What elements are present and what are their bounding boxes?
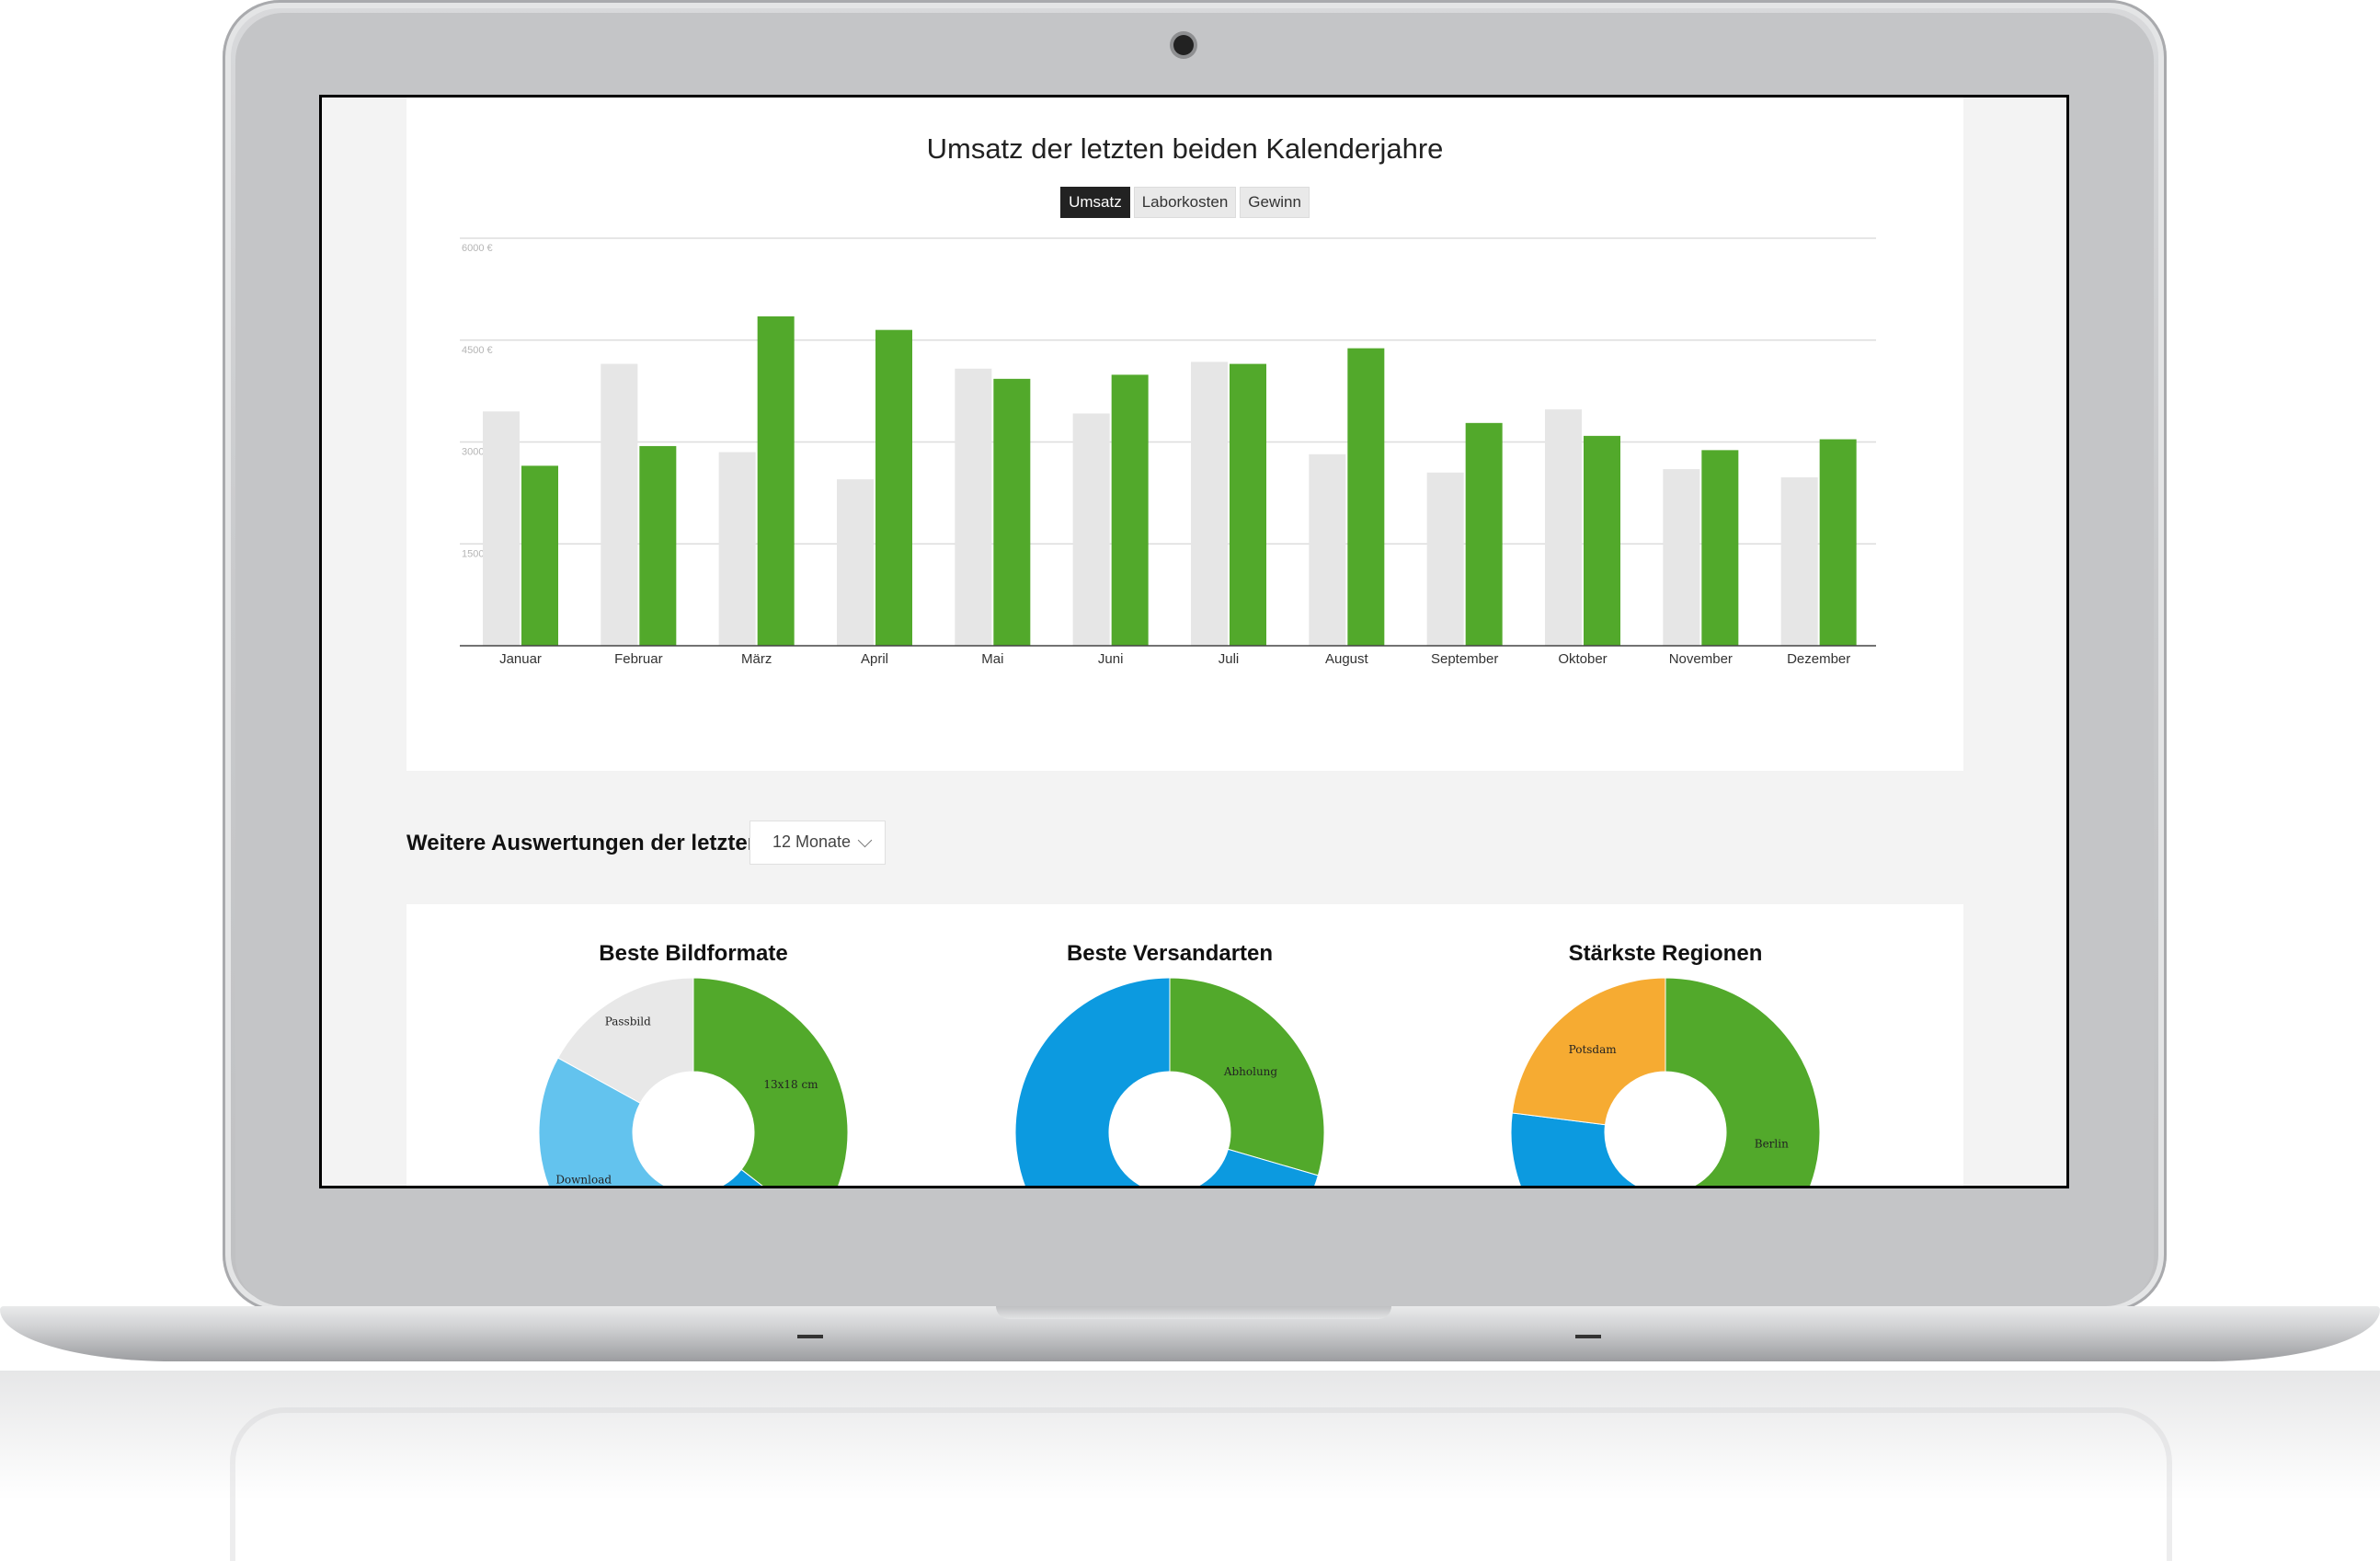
donut-chart-bildformate: 13x18 cm Download Passbild: [538, 977, 849, 1186]
donut-slice-label: Passbild: [605, 1015, 651, 1027]
bar-previous-10: [1663, 469, 1700, 646]
bar-previous-4: [955, 368, 992, 646]
x-tick-label: Januar: [499, 651, 542, 667]
x-tick-label: Oktober: [1558, 651, 1607, 667]
bar-previous-2: [718, 452, 756, 646]
bar-current-11: [1819, 439, 1857, 646]
donut-slice-label: 13x18 cm: [763, 1078, 818, 1091]
donut-title-regionen: Stärkste Regionen: [1568, 941, 1763, 966]
donut-chart-versandarten: Abholung: [1014, 977, 1325, 1186]
x-tick-label: August: [1325, 651, 1369, 667]
x-tick-label: April: [861, 651, 888, 667]
y-tick-label: 6000 €: [462, 243, 493, 254]
laptop-notch: [996, 1306, 1391, 1319]
bar-current-8: [1465, 422, 1503, 646]
y-tick-label: 4500 €: [462, 345, 493, 356]
laptop-screen: Umsatz der letzten beiden Kalenderjahre …: [319, 95, 2069, 1188]
laptop-reflection: [0, 1371, 2380, 1555]
bar-previous-8: [1426, 472, 1464, 646]
donut-slice: [1510, 1112, 1638, 1186]
donut-slice-label: Abholung: [1223, 1065, 1278, 1078]
laptop-foot-left: [797, 1335, 823, 1338]
donut-slice: [721, 1168, 763, 1186]
period-select-value: 12 Monate: [772, 832, 852, 851]
donut-slice-label: Berlin: [1755, 1138, 1789, 1151]
bar-previous-9: [1545, 409, 1582, 646]
donut-slice: [1014, 977, 1319, 1186]
bar-current-10: [1701, 450, 1739, 646]
bar-current-6: [1230, 363, 1266, 646]
bar-previous-3: [837, 479, 874, 646]
bar-previous-7: [1309, 453, 1346, 646]
bar-previous-5: [1072, 413, 1110, 646]
chevron-down-icon: [857, 832, 873, 848]
donut-chart-regionen: Berlin Potsdam: [1510, 977, 1821, 1186]
period-select[interactable]: 12 Monate: [749, 821, 886, 865]
bar-current-9: [1584, 435, 1620, 646]
revenue-panel: Umsatz der letzten beiden Kalenderjahre …: [406, 98, 1963, 771]
donut-title-versandarten: Beste Versandarten: [1066, 941, 1274, 966]
bar-previous-0: [483, 411, 520, 646]
x-tick-label: Juni: [1098, 651, 1124, 667]
tab-gewinn[interactable]: Gewinn: [1240, 187, 1310, 218]
dashboard-page: Umsatz der letzten beiden Kalenderjahre …: [322, 98, 2066, 1186]
laptop-foot-right: [1575, 1335, 1601, 1338]
donut-slice: [1511, 977, 1666, 1126]
donut-title-bildformate: Beste Bildformate: [599, 941, 788, 966]
x-tick-label: Dezember: [1787, 651, 1850, 667]
bar-previous-11: [1780, 476, 1818, 646]
x-tick-label: November: [1669, 651, 1733, 667]
x-tick-label: September: [1431, 651, 1498, 667]
x-tick-label: Mai: [981, 651, 1003, 667]
bar-current-2: [757, 316, 795, 646]
further-analysis-heading: Weitere Auswertungen der letzten: [406, 831, 761, 855]
laptop-reflection-lid: [230, 1407, 2172, 1561]
x-tick-label: März: [741, 651, 772, 667]
analysis-panel: Beste Bildformate Beste Versandarten Stä…: [406, 904, 1963, 1186]
bar-current-4: [993, 378, 1031, 646]
x-tick-label: Juli: [1219, 651, 1240, 667]
tab-laborkosten[interactable]: Laborkosten: [1133, 187, 1237, 218]
bar-current-3: [875, 329, 912, 646]
donut-slice-label: Download: [555, 1174, 612, 1186]
donut-slice: [557, 977, 694, 1104]
bar-current-5: [1111, 374, 1149, 646]
donut-slice: [538, 1057, 666, 1186]
tab-umsatz[interactable]: Umsatz: [1060, 187, 1130, 218]
bar-current-1: [639, 445, 677, 646]
bar-current-7: [1347, 348, 1385, 646]
camera-icon: [1173, 35, 1194, 55]
donut-slice: [1665, 977, 1821, 1186]
revenue-bar-chart: 6000 €4500 €3000 €1500 €Januar Februar Mär…: [460, 237, 1876, 667]
bar-previous-1: [601, 363, 638, 646]
bar-previous-6: [1191, 362, 1228, 646]
revenue-chart-title: Umsatz der letzten beiden Kalenderjahre: [926, 132, 1444, 165]
metric-tab-group: Umsatz Laborkosten Gewinn: [406, 187, 1963, 218]
donut-slice: [1169, 977, 1325, 1176]
donut-slice: [692, 977, 849, 1186]
x-tick-label: Februar: [614, 651, 663, 667]
bar-current-0: [521, 465, 558, 646]
donut-slice-label: Potsdam: [1569, 1043, 1618, 1056]
